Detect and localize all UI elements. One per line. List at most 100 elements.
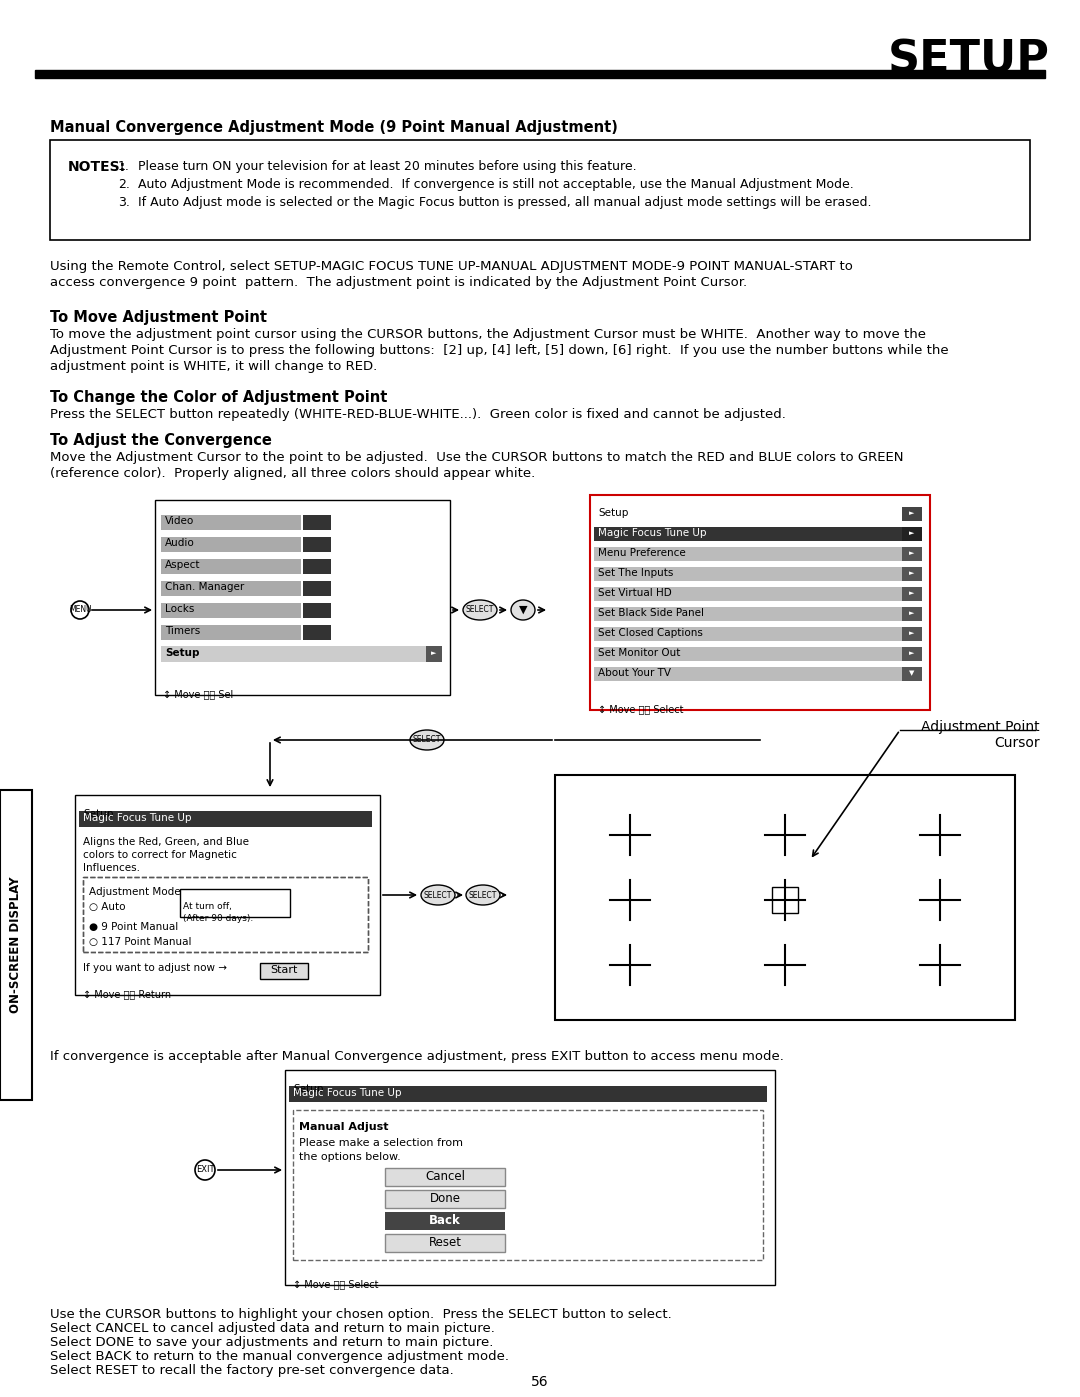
Text: Select CANCEL to cancel adjusted data and return to main picture.: Select CANCEL to cancel adjusted data an… — [50, 1322, 495, 1336]
FancyBboxPatch shape — [590, 495, 930, 710]
FancyBboxPatch shape — [303, 581, 330, 597]
Text: Start: Start — [270, 965, 298, 975]
FancyBboxPatch shape — [83, 877, 368, 951]
Text: SETUP: SETUP — [888, 39, 1050, 81]
Text: ►: ► — [909, 570, 915, 576]
FancyBboxPatch shape — [902, 608, 922, 622]
Text: Aspect: Aspect — [165, 560, 201, 570]
Text: Magic Focus Tune Up: Magic Focus Tune Up — [293, 1088, 402, 1098]
FancyBboxPatch shape — [161, 604, 301, 617]
FancyBboxPatch shape — [161, 624, 301, 640]
Text: About Your TV: About Your TV — [598, 668, 671, 678]
Text: ● 9 Point Manual: ● 9 Point Manual — [89, 922, 178, 932]
Text: (reference color).  Properly aligned, all three colors should appear white.: (reference color). Properly aligned, all… — [50, 467, 536, 481]
Text: Video: Video — [165, 515, 194, 527]
FancyBboxPatch shape — [79, 812, 372, 827]
Text: Move the Adjustment Cursor to the point to be adjusted.  Use the CURSOR buttons : Move the Adjustment Cursor to the point … — [50, 451, 904, 464]
FancyBboxPatch shape — [594, 608, 922, 622]
FancyBboxPatch shape — [303, 536, 330, 552]
Text: Manual Convergence Adjustment Mode (9 Point Manual Adjustment): Manual Convergence Adjustment Mode (9 Po… — [50, 120, 618, 136]
Text: Set Monitor Out: Set Monitor Out — [598, 648, 680, 658]
Text: If Auto Adjust mode is selected or the Magic Focus button is pressed, all manual: If Auto Adjust mode is selected or the M… — [138, 196, 872, 210]
Text: Adjustment Mode: Adjustment Mode — [89, 887, 180, 897]
Bar — [35, 70, 1045, 78]
Text: Audio: Audio — [165, 538, 194, 548]
Text: SELECT: SELECT — [469, 890, 497, 900]
Text: Magic Focus Tune Up: Magic Focus Tune Up — [598, 528, 706, 538]
Text: ↕ Move ⓈⓁ Sel: ↕ Move ⓈⓁ Sel — [163, 689, 233, 698]
FancyBboxPatch shape — [303, 624, 330, 640]
FancyBboxPatch shape — [902, 587, 922, 601]
FancyBboxPatch shape — [156, 500, 450, 694]
FancyBboxPatch shape — [384, 1190, 505, 1208]
Text: ►: ► — [909, 610, 915, 616]
FancyBboxPatch shape — [161, 581, 301, 597]
FancyBboxPatch shape — [161, 536, 301, 552]
Text: ON-SCREEN DISPLAY: ON-SCREEN DISPLAY — [10, 877, 23, 1013]
FancyBboxPatch shape — [902, 567, 922, 581]
Text: Select DONE to save your adjustments and return to main picture.: Select DONE to save your adjustments and… — [50, 1336, 494, 1350]
Text: ▼: ▼ — [909, 671, 915, 676]
FancyBboxPatch shape — [594, 548, 922, 562]
FancyBboxPatch shape — [594, 647, 922, 661]
FancyBboxPatch shape — [902, 527, 922, 541]
Text: ►: ► — [909, 590, 915, 597]
Text: adjustment point is WHITE, it will change to RED.: adjustment point is WHITE, it will chang… — [50, 360, 377, 373]
Text: Locks: Locks — [165, 604, 194, 615]
Text: If you want to adjust now →: If you want to adjust now → — [83, 963, 227, 972]
FancyBboxPatch shape — [50, 140, 1030, 240]
Text: Adjustment Point: Adjustment Point — [921, 719, 1040, 733]
Text: Menu Preference: Menu Preference — [598, 548, 686, 557]
FancyBboxPatch shape — [303, 559, 330, 574]
Text: ↕ Move ⓈⓁ Select: ↕ Move ⓈⓁ Select — [598, 704, 684, 714]
FancyBboxPatch shape — [384, 1213, 505, 1229]
FancyBboxPatch shape — [902, 666, 922, 680]
Text: Set The Inputs: Set The Inputs — [598, 569, 673, 578]
Text: ▼: ▼ — [518, 605, 527, 615]
Text: Using the Remote Control, select SETUP-MAGIC FOCUS TUNE UP-MANUAL ADJUSTMENT MOD: Using the Remote Control, select SETUP-M… — [50, 260, 853, 272]
FancyBboxPatch shape — [161, 645, 436, 662]
Text: EXIT: EXIT — [195, 1165, 214, 1175]
FancyBboxPatch shape — [594, 627, 922, 641]
FancyBboxPatch shape — [75, 795, 380, 995]
FancyBboxPatch shape — [161, 559, 301, 574]
Text: To Change the Color of Adjustment Point: To Change the Color of Adjustment Point — [50, 390, 388, 405]
Text: SELECT: SELECT — [413, 735, 442, 745]
Text: At turn off,: At turn off, — [183, 902, 232, 911]
Text: To Adjust the Convergence: To Adjust the Convergence — [50, 433, 272, 448]
FancyBboxPatch shape — [594, 527, 922, 541]
Text: the options below.: the options below. — [299, 1153, 401, 1162]
FancyBboxPatch shape — [594, 666, 922, 680]
Text: MENU: MENU — [70, 605, 92, 615]
Text: Please turn ON your television for at least 20 minutes before using this feature: Please turn ON your television for at le… — [138, 161, 636, 173]
Ellipse shape — [410, 731, 444, 750]
FancyBboxPatch shape — [594, 567, 922, 581]
FancyBboxPatch shape — [260, 963, 308, 979]
FancyBboxPatch shape — [902, 627, 922, 641]
Bar — [83, 877, 368, 951]
Text: Select BACK to return to the manual convergence adjustment mode.: Select BACK to return to the manual conv… — [50, 1350, 509, 1363]
Text: Setup: Setup — [598, 509, 629, 518]
Ellipse shape — [421, 886, 455, 905]
Text: SELECT: SELECT — [423, 890, 453, 900]
FancyBboxPatch shape — [289, 1085, 767, 1102]
Text: ►: ► — [909, 650, 915, 657]
FancyBboxPatch shape — [772, 887, 798, 914]
FancyBboxPatch shape — [902, 647, 922, 661]
Text: Chan. Manager: Chan. Manager — [165, 583, 244, 592]
FancyBboxPatch shape — [902, 548, 922, 562]
Text: ↕ Move ⓈⓁ Return: ↕ Move ⓈⓁ Return — [83, 989, 171, 999]
Text: Reset: Reset — [429, 1236, 461, 1249]
FancyBboxPatch shape — [384, 1234, 505, 1252]
Text: Set Closed Captions: Set Closed Captions — [598, 629, 703, 638]
Text: Aligns the Red, Green, and Blue: Aligns the Red, Green, and Blue — [83, 837, 249, 847]
Text: Influences.: Influences. — [83, 863, 140, 873]
Text: 2.: 2. — [118, 177, 130, 191]
Text: ►: ► — [909, 630, 915, 636]
Bar — [293, 1111, 762, 1260]
Text: Setup: Setup — [293, 1084, 323, 1094]
Text: 56: 56 — [531, 1375, 549, 1389]
FancyBboxPatch shape — [303, 604, 330, 617]
Text: Manual Adjust: Manual Adjust — [299, 1122, 389, 1132]
FancyBboxPatch shape — [180, 888, 291, 916]
